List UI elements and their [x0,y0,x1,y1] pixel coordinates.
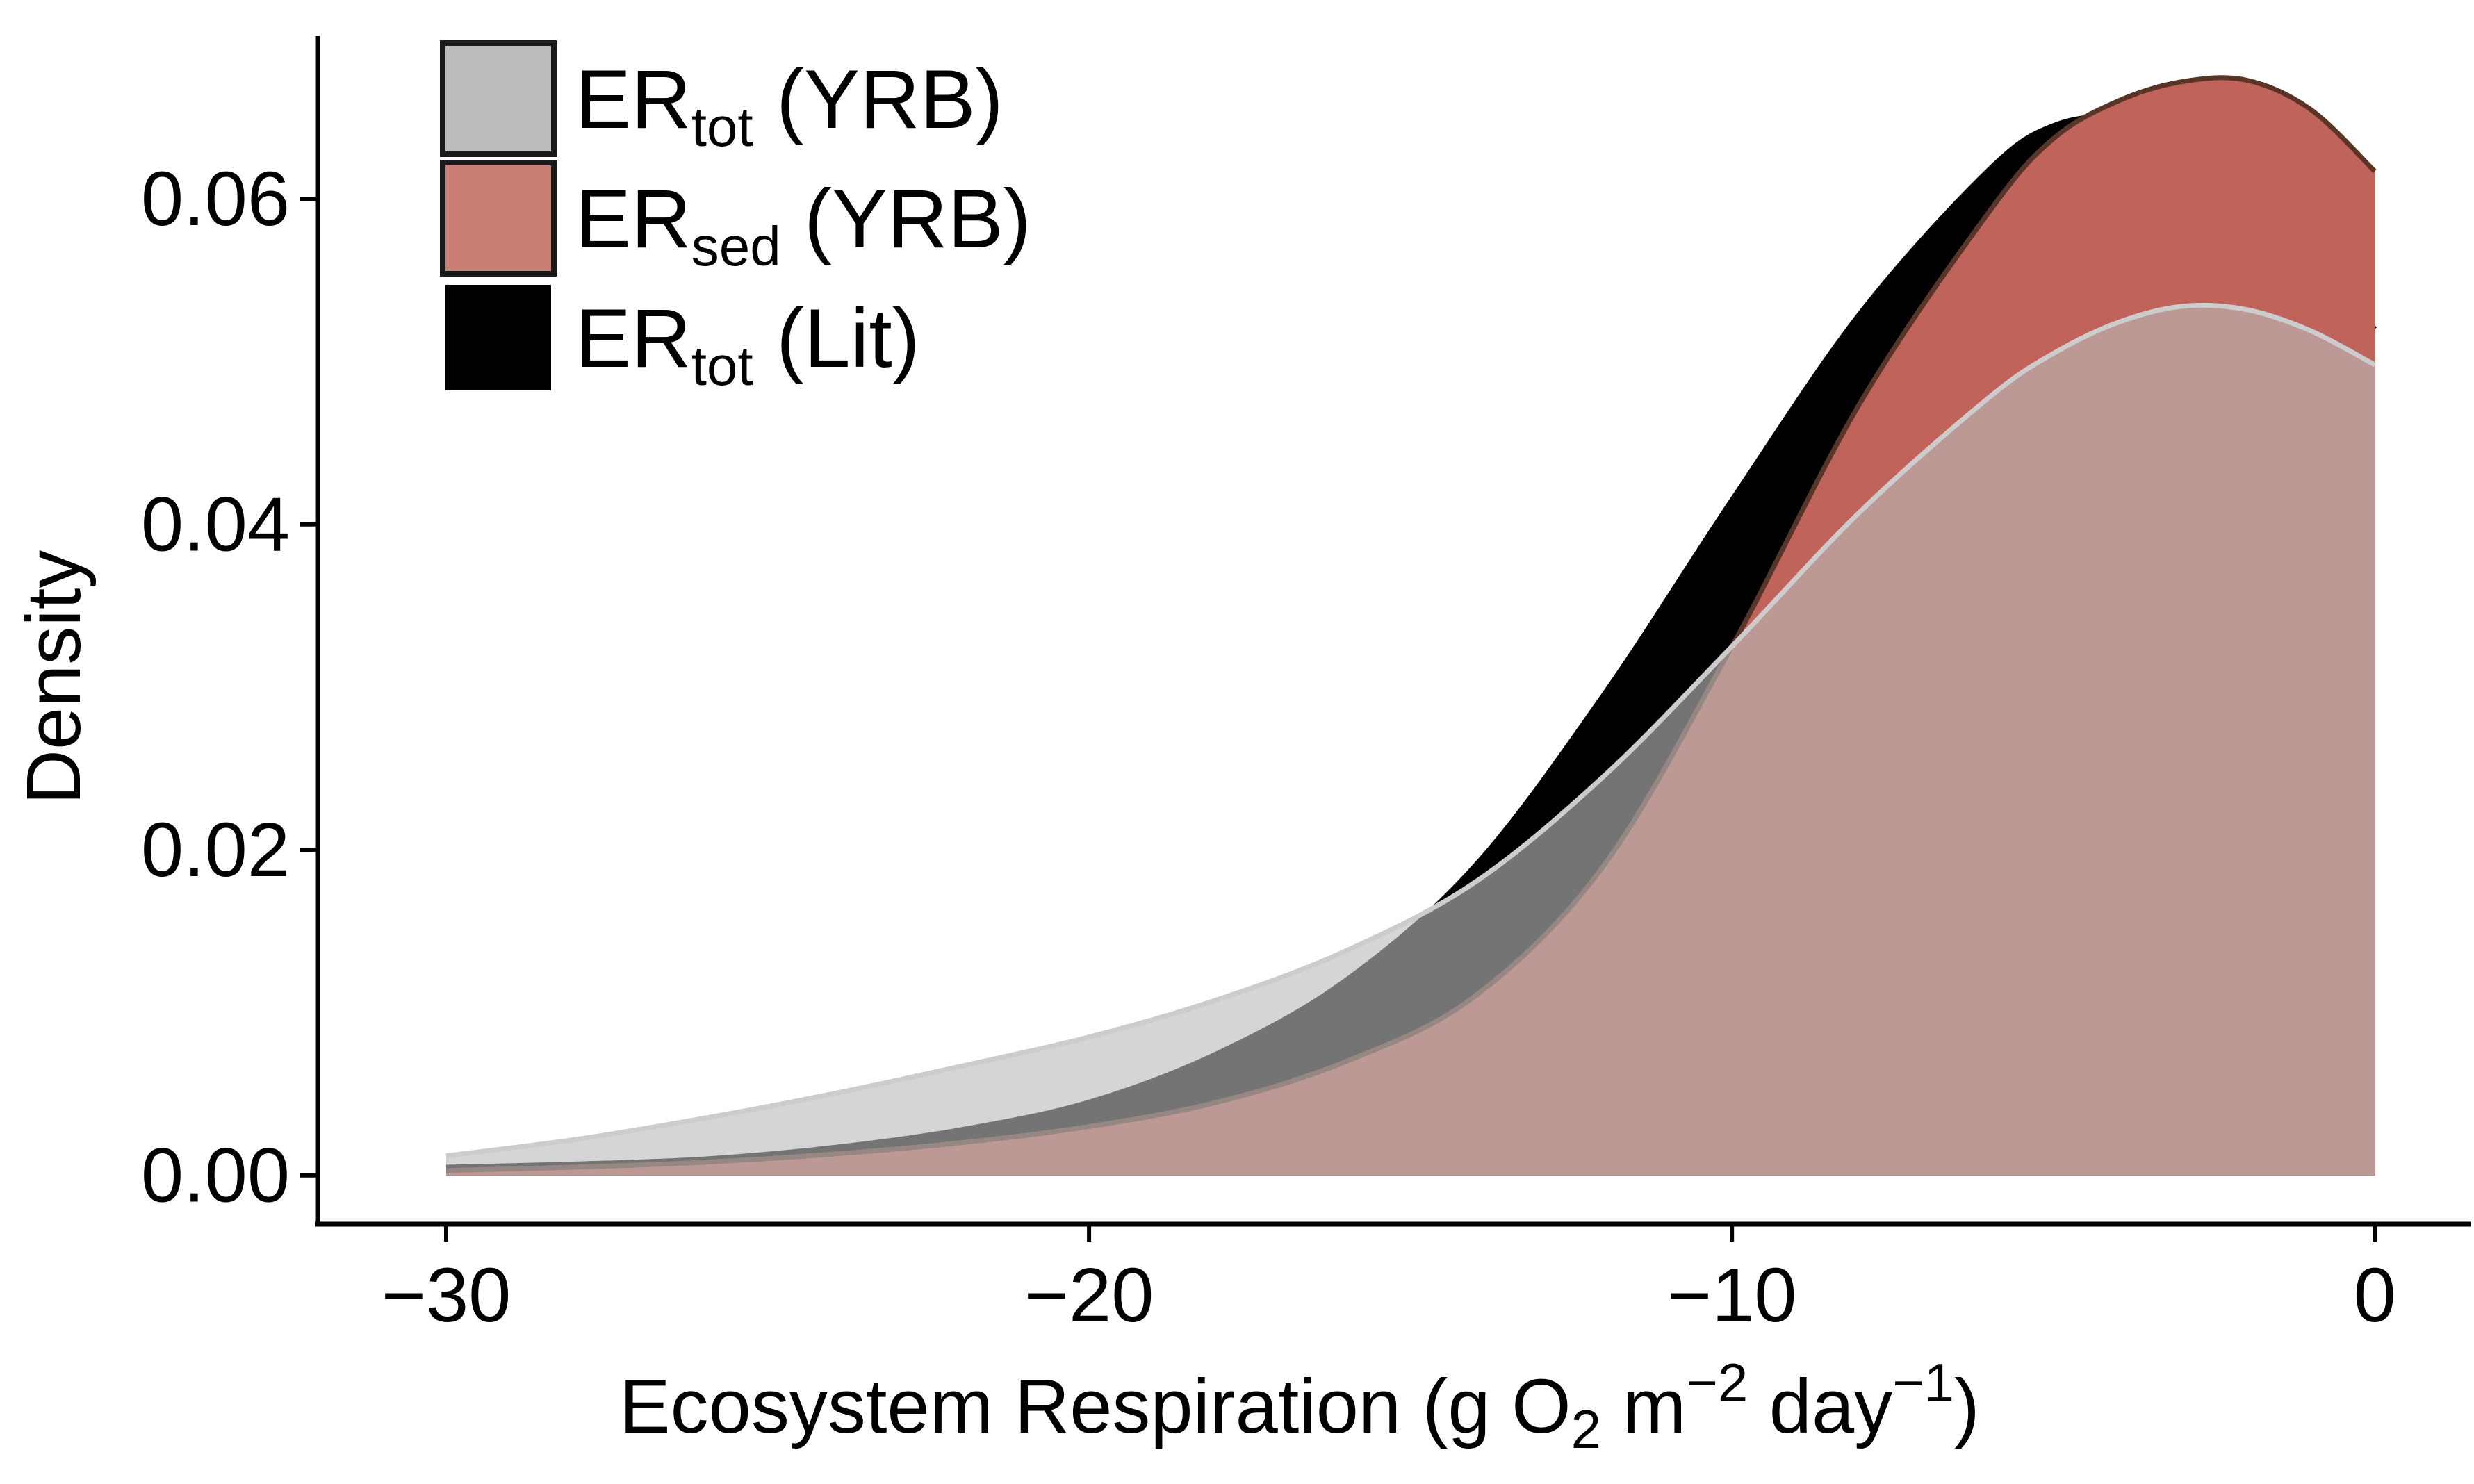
x-tick-label: 0 [2354,1253,2396,1338]
x-tick-label: −20 [1024,1253,1154,1338]
y-tick-label: 0.00 [141,1133,290,1219]
y-tick-label: 0.02 [141,807,290,893]
x-ticks: −30 −20 −10 0 [382,1224,2396,1338]
legend-label-tot: ERtot (YRB) [575,53,1003,158]
legend-swatch-lit [440,279,557,396]
legend-label-sed: ERsed (YRB) [575,172,1031,277]
x-axis-title-mid2: day [1748,1364,1892,1449]
y-axis-title: Density [11,550,97,805]
y-tick-label: 0.06 [141,156,290,242]
area-tot [446,305,2375,1176]
legend-swatch-sed [440,160,557,277]
y-tick-label: 0.04 [141,482,290,568]
axes [315,36,2471,1227]
x-axis-title-sub: 2 [1571,1399,1601,1460]
x-tick-label: −30 [382,1253,511,1338]
line-tot [445,302,2376,1159]
x-axis-title-suffix: ) [1954,1364,1980,1449]
legend-label-lit: ERtot (Lit) [575,292,920,397]
x-axis-title-sup1: −2 [1686,1352,1748,1413]
density-areas [445,75,2377,1176]
x-tick-label: −10 [1667,1253,1797,1338]
x-axis-title: Ecosystem Respiration (g O2 m−2 day−1) [619,1352,1979,1460]
legend-swatch-tot [440,40,557,157]
y-ticks: 0.00 0.02 0.04 0.06 [141,156,318,1219]
legend: ERtot (YRB) ERsed (YRB) ERtot (Lit) [440,40,1031,397]
x-axis-title-mid: m [1601,1364,1686,1449]
x-axis-title-sup2: −1 [1892,1352,1954,1413]
x-axis-title-prefix: Ecosystem Respiration (g O [619,1364,1571,1449]
